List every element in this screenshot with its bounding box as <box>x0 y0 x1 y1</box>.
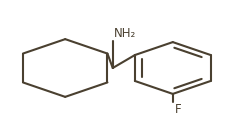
Text: NH₂: NH₂ <box>114 27 136 40</box>
Text: F: F <box>175 103 181 116</box>
